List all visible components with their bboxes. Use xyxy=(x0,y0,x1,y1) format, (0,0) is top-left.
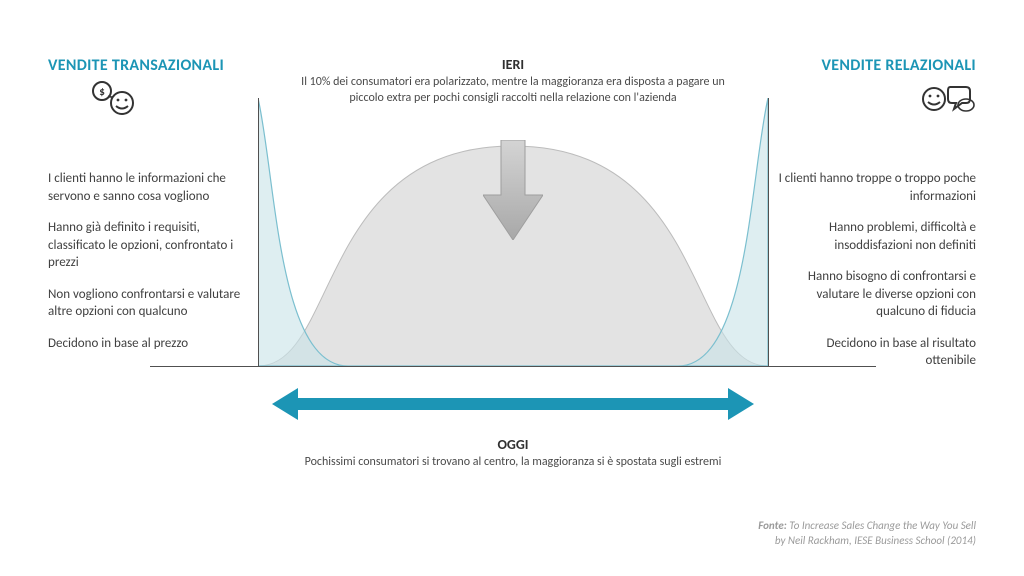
source-citation: Fonte: To Increase Sales Change the Way … xyxy=(758,519,976,548)
oggi-desc: Pochissimi consumatori si trovano al cen… xyxy=(300,455,726,471)
left-bullet: Decidono in base al prezzo xyxy=(48,335,248,353)
ieri-desc: Il 10% dei consumatori era polarizzato, … xyxy=(300,75,726,106)
right-bullet: Hanno problemi, difficoltà e insoddisfaz… xyxy=(776,219,976,254)
right-bullet: Hanno bisogno di confrontarsi e valutare… xyxy=(776,268,976,321)
right-title: VENDITE RELAZIONALI xyxy=(768,56,976,75)
right-bullet: I clienti hanno troppe o troppo poche in… xyxy=(776,170,976,205)
left-bullets: I clienti hanno le informazioni che serv… xyxy=(48,170,248,366)
right-bullet: Decidono in base al risultato ottenibile xyxy=(776,335,976,370)
left-title: VENDITE TRANSAZIONALI xyxy=(48,56,256,75)
smile-chat-icon xyxy=(768,81,976,123)
left-bullet: Hanno già definito i requisiti, classifi… xyxy=(48,219,248,272)
svg-text:$: $ xyxy=(99,85,105,98)
horizontal-double-arrow xyxy=(272,388,754,420)
oggi-label: OGGI xyxy=(300,436,726,453)
down-arrow-icon xyxy=(483,140,543,240)
left-bullet: I clienti hanno le informazioni che serv… xyxy=(48,170,248,205)
arrow-shaft xyxy=(296,398,730,410)
x-axis xyxy=(150,366,876,367)
left-bullet: Non vogliono confrontarsi e valutare alt… xyxy=(48,286,248,321)
left-section-header: VENDITE TRANSAZIONALI $ xyxy=(48,56,256,123)
oggi-block: OGGI Pochissimi consumatori si trovano a… xyxy=(300,436,726,471)
source-line1: To Increase Sales Change the Way You Sel… xyxy=(789,519,976,532)
right-bullets: I clienti hanno troppe o troppo poche in… xyxy=(776,170,976,384)
arrow-head-right-icon xyxy=(728,388,754,420)
money-smile-icon: $ xyxy=(48,81,256,123)
y-axis-left xyxy=(258,98,259,366)
y-axis-right xyxy=(768,98,769,366)
source-line2: by Neil Rackham, IESE Business School (2… xyxy=(775,534,976,547)
right-section-header: VENDITE RELAZIONALI xyxy=(768,56,976,123)
source-prefix: Fonte: xyxy=(758,519,787,532)
arrow-head-left-icon xyxy=(272,388,298,420)
ieri-block: IERI Il 10% dei consumatori era polarizz… xyxy=(300,56,726,106)
ieri-label: IERI xyxy=(300,56,726,73)
